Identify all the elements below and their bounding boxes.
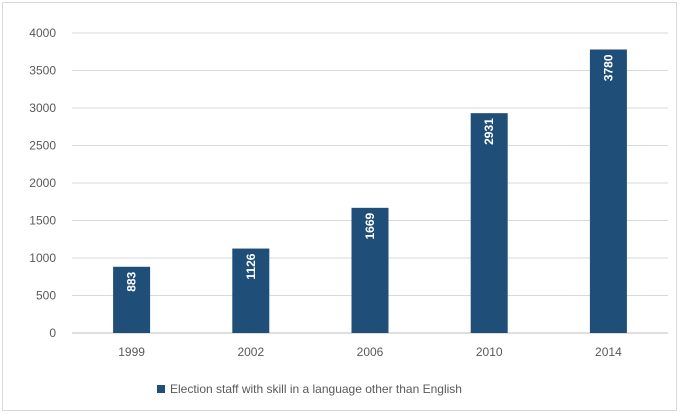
y-axis-ticks: 0 500 1000 1500 2000 2500 3000 3500 4000 bbox=[29, 26, 56, 340]
y-tick-label: 1000 bbox=[29, 251, 56, 265]
legend-label: Election staff with skill in a language … bbox=[170, 382, 462, 396]
x-tick-label: 1999 bbox=[118, 345, 145, 359]
y-tick-label: 3000 bbox=[29, 101, 56, 115]
y-tick-label: 0 bbox=[49, 326, 56, 340]
x-tick-label: 2002 bbox=[237, 345, 264, 359]
data-label-1999: 883 bbox=[125, 271, 139, 291]
bar-2002 bbox=[232, 248, 270, 333]
bar-2010 bbox=[470, 113, 508, 333]
bar-1999 bbox=[113, 266, 151, 333]
bar-2014 bbox=[589, 49, 627, 333]
x-axis-ticks: 1999 2002 2006 2010 2014 bbox=[118, 345, 622, 359]
y-tick-label: 500 bbox=[36, 289, 56, 303]
legend: Election staff with skill in a language … bbox=[157, 382, 462, 396]
y-tick-label: 2500 bbox=[29, 139, 56, 153]
y-tick-label: 3500 bbox=[29, 64, 56, 78]
data-label-2010: 2931 bbox=[482, 118, 496, 145]
x-tick-label: 2010 bbox=[476, 345, 503, 359]
bar-2006 bbox=[351, 207, 389, 333]
y-tick-label: 1500 bbox=[29, 214, 56, 228]
x-tick-label: 2006 bbox=[357, 345, 384, 359]
data-labels: 883 1126 1669 2931 3780 bbox=[125, 54, 616, 292]
y-tick-label: 2000 bbox=[29, 176, 56, 190]
data-label-2002: 1126 bbox=[244, 253, 258, 279]
data-label-2014: 3780 bbox=[601, 54, 615, 81]
legend-swatch bbox=[157, 385, 165, 393]
data-label-2006: 1669 bbox=[363, 213, 377, 240]
y-tick-label: 4000 bbox=[29, 26, 56, 40]
bars bbox=[113, 49, 627, 333]
x-tick-label: 2014 bbox=[595, 345, 622, 359]
